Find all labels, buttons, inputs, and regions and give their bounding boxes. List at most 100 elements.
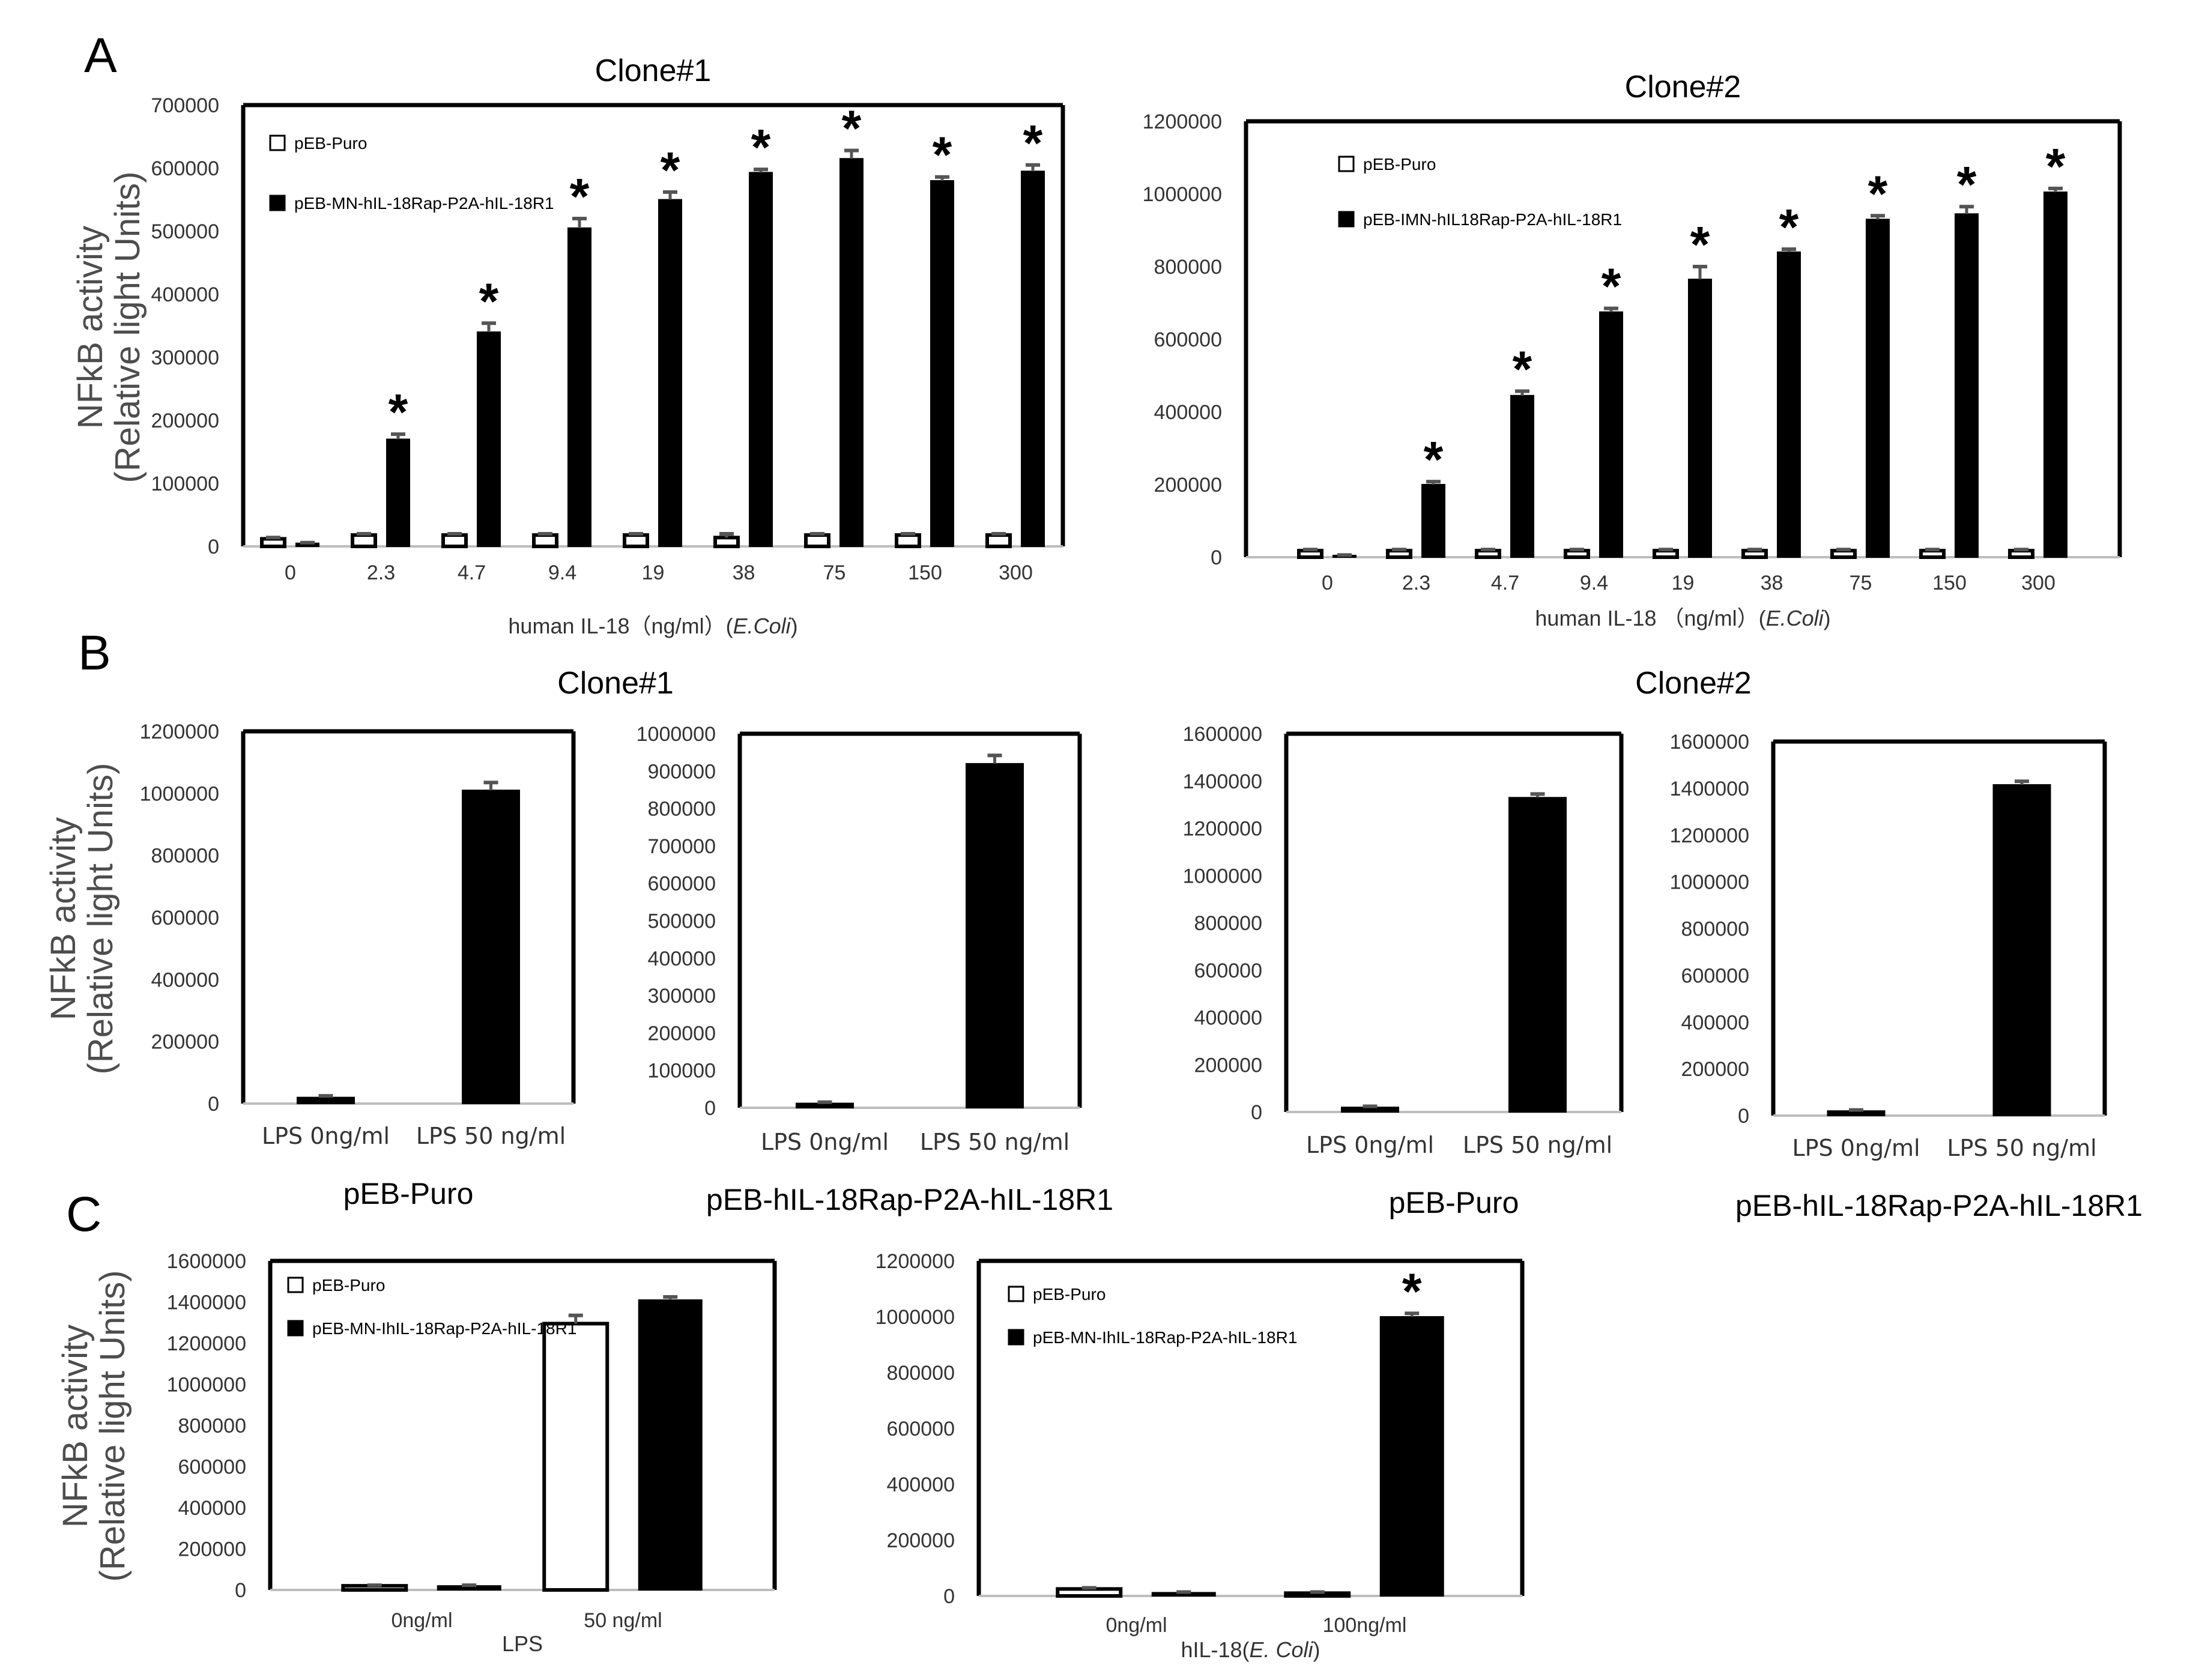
y-tick-label: 200000 bbox=[1681, 1058, 1749, 1081]
chart-caption: pEB-hIL-18Rap-P2A-hIL-18R1 bbox=[706, 1183, 1113, 1216]
significance-star: * bbox=[1513, 341, 1532, 397]
x-axis-label: LPS bbox=[502, 1631, 543, 1656]
y-tick-label: 200000 bbox=[151, 409, 219, 432]
group-title-clone2: Clone#2 bbox=[1635, 666, 1752, 701]
x-axis-label: hIL-18(E. Coli) bbox=[1181, 1637, 1320, 1662]
x-category-label: 75 bbox=[823, 561, 846, 584]
y-tick-label: 1000000 bbox=[1183, 865, 1262, 887]
x-category-label: 150 bbox=[908, 561, 942, 584]
bar bbox=[966, 763, 1024, 1108]
y-tick-label: 0 bbox=[704, 1097, 716, 1120]
bar-pEB-Puro bbox=[1475, 549, 1501, 559]
y-tick-label: 900000 bbox=[648, 760, 716, 783]
bar-pEB-MN-hIL-18Rap-P2A-hIL-18R1 bbox=[477, 331, 501, 547]
significance-star: * bbox=[479, 273, 499, 329]
y-tick-label: 1400000 bbox=[1670, 778, 1749, 800]
legend-swatch bbox=[269, 134, 286, 151]
x-category-label: 19 bbox=[642, 561, 665, 584]
bar-pEB-MN-hIL-18Rap-P2A-hIL-18R1 bbox=[839, 158, 864, 547]
y-tick-label: 1600000 bbox=[167, 1250, 246, 1273]
y-tick-label: 800000 bbox=[648, 798, 716, 821]
legend-swatch bbox=[287, 1277, 304, 1293]
y-tick-label: 800000 bbox=[178, 1415, 246, 1437]
x-category-label: LPS 50 ng/ml bbox=[920, 1129, 1069, 1155]
y-tick-label: 1200000 bbox=[140, 721, 219, 743]
legend-label: pEB-IMN-hIL18Rap-P2A-hIL-18R1 bbox=[1363, 210, 1622, 229]
legend-swatch bbox=[269, 195, 286, 211]
y-tick-label: 700000 bbox=[151, 94, 219, 117]
y-tick-label: 400000 bbox=[151, 968, 219, 991]
y-tick-label: 800000 bbox=[1194, 912, 1262, 935]
y-tick-label: 1000000 bbox=[637, 723, 716, 746]
significance-star: * bbox=[842, 100, 862, 157]
bar-pEB-Puro bbox=[985, 533, 1012, 548]
legend-swatch bbox=[287, 1320, 304, 1337]
bar-pEB-Puro bbox=[623, 533, 649, 548]
y-tick-label: 600000 bbox=[178, 1456, 246, 1479]
bar-pEB-IMN-hIL18Rap-P2A-hIL-18R1 bbox=[2043, 191, 2067, 558]
y-tick-label: 400000 bbox=[1194, 1007, 1262, 1030]
bar-pEB-IMN-hIL18Rap-P2A-hIL-18R1 bbox=[1866, 219, 1890, 558]
y-tick-label: 0 bbox=[1738, 1105, 1749, 1128]
y-tick-label: 600000 bbox=[1154, 328, 1222, 351]
y-tick-label: 600000 bbox=[1194, 959, 1262, 982]
y-tick-label: 1600000 bbox=[1183, 723, 1262, 746]
y-tick-label: 400000 bbox=[151, 283, 219, 306]
x-category-label: 38 bbox=[733, 561, 755, 584]
bar-pEB-MN-hIL-18Rap-P2A-hIL-18R1 bbox=[567, 227, 591, 547]
x-category-label: 4.7 bbox=[1491, 572, 1519, 594]
y-tick-label: 1000000 bbox=[1670, 871, 1749, 894]
significance-star: * bbox=[1690, 216, 1710, 273]
significance-star: * bbox=[1402, 1263, 1422, 1319]
y-tick-label: 0 bbox=[1251, 1101, 1262, 1124]
bar-pEB-IMN-hIL18Rap-P2A-hIL-18R1 bbox=[1510, 394, 1534, 558]
y-tick-label: 200000 bbox=[1194, 1054, 1262, 1077]
x-category-label: LPS 0ng/ml bbox=[262, 1123, 390, 1149]
x-category-label: 150 bbox=[1932, 572, 1967, 594]
y-tick-label: 800000 bbox=[1681, 918, 1749, 941]
y-tick-label: 400000 bbox=[178, 1497, 246, 1520]
bar-pEB-Puro bbox=[895, 533, 921, 548]
significance-star: * bbox=[1868, 165, 1888, 222]
x-category-label: 0ng/ml bbox=[1106, 1614, 1167, 1637]
legend-swatch bbox=[1338, 211, 1355, 228]
x-category-label: 0 bbox=[1322, 572, 1333, 594]
bar-pEB-Puro bbox=[542, 1322, 609, 1592]
chart-frame-B4 bbox=[1771, 739, 2107, 1117]
y-axis-label-b: NFkB activity(Relative light Units) bbox=[44, 763, 120, 1075]
panel-label-c: C bbox=[66, 1187, 101, 1242]
significance-star: * bbox=[751, 119, 771, 175]
y-tick-label: 0 bbox=[208, 536, 219, 558]
y-tick-label: 600000 bbox=[151, 157, 219, 180]
bar bbox=[297, 1096, 355, 1104]
x-axis-label: human IL-18 （ng/ml）(E.Coli) bbox=[1535, 606, 1830, 630]
y-tick-label: 400000 bbox=[648, 947, 716, 970]
y-tick-label: 200000 bbox=[648, 1022, 716, 1045]
group-title-clone1: Clone#1 bbox=[557, 666, 674, 701]
x-category-label: 2.3 bbox=[1402, 572, 1430, 594]
legend-label: pEB-Puro bbox=[1363, 155, 1436, 174]
bar-pEB-Puro bbox=[1056, 1587, 1123, 1598]
bar-pEB-Puro bbox=[1297, 549, 1323, 559]
bar-pEB-IMN-hIL18Rap-P2A-hIL-18R1 bbox=[1421, 484, 1445, 558]
x-category-label: 50 ng/ml bbox=[584, 1609, 662, 1632]
y-tick-label: 300000 bbox=[151, 346, 219, 369]
bar-pEB-MN-hIL-18Rap-P2A-hIL-18R1 bbox=[930, 180, 954, 547]
x-category-label: LPS 0ng/ml bbox=[1792, 1135, 1920, 1161]
bar-pEB-Puro bbox=[804, 533, 830, 548]
x-category-label: 19 bbox=[1672, 572, 1695, 594]
bar-pEB-Puro bbox=[1386, 549, 1412, 559]
y-tick-label: 600000 bbox=[887, 1418, 955, 1440]
y-tick-label: 1200000 bbox=[876, 1250, 955, 1273]
y-tick-label: 300000 bbox=[648, 985, 716, 1008]
significance-star: * bbox=[1779, 199, 1799, 255]
bar-pEB-IMN-hIL18Rap-P2A-hIL-18R1 bbox=[1955, 213, 1979, 558]
y-axis-label-a: NFkB activity(Relative light Units) bbox=[71, 172, 147, 483]
significance-star: * bbox=[1602, 258, 1621, 315]
y-tick-label: 400000 bbox=[1681, 1011, 1749, 1034]
chart-title: Clone#1 bbox=[595, 53, 712, 88]
x-category-label: 9.4 bbox=[548, 561, 576, 584]
bar bbox=[1992, 784, 2051, 1117]
bar-pEB-Puro bbox=[532, 533, 558, 548]
legend-label: pEB-Puro bbox=[312, 1276, 385, 1295]
